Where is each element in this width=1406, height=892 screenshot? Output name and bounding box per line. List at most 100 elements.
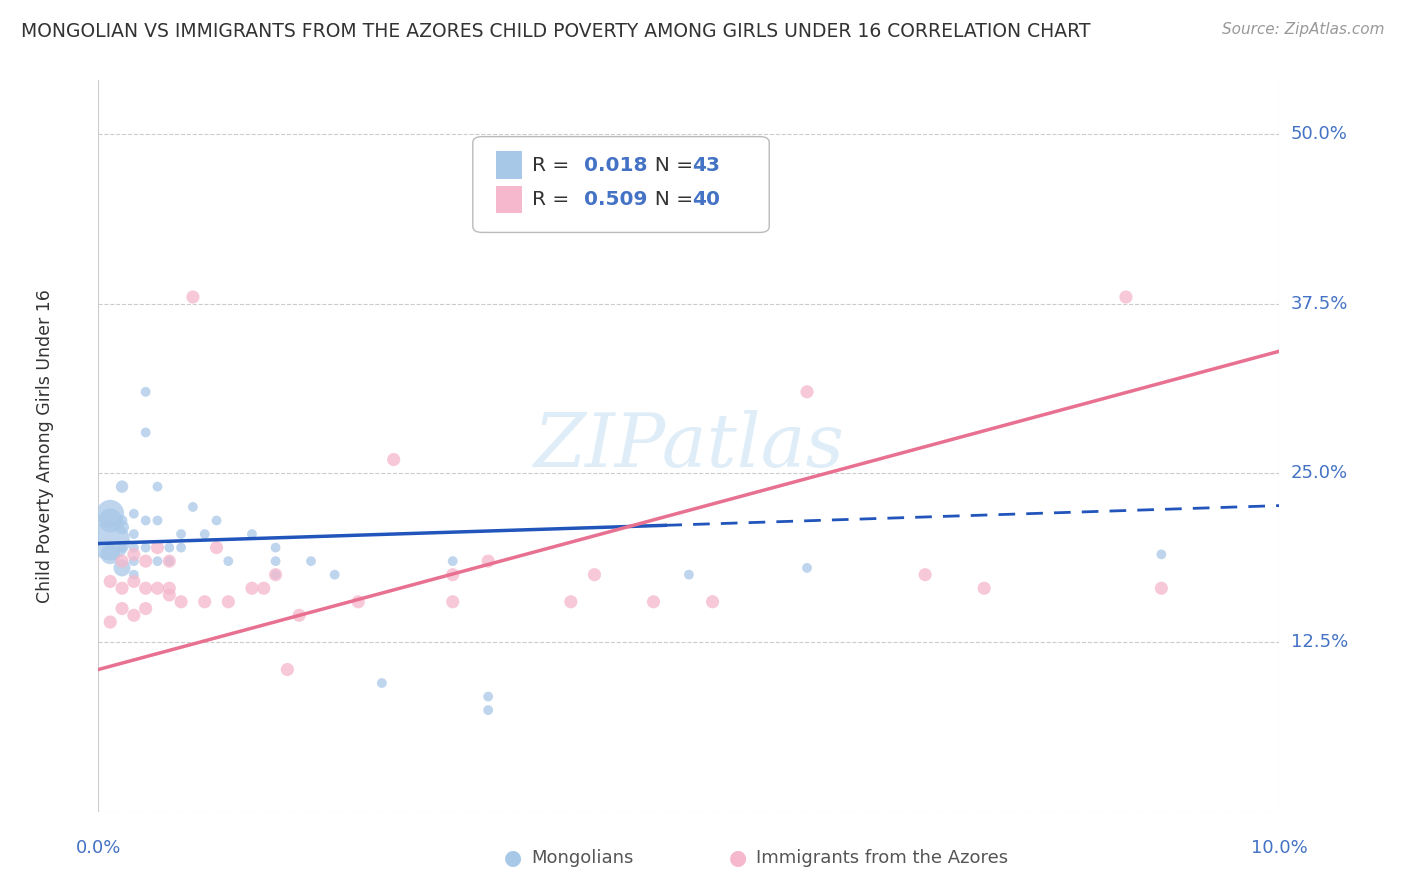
Point [170,595,193,609]
Point [678,567,700,582]
Point [441,567,464,582]
Point [323,567,346,582]
Point [477,703,499,717]
Point [347,595,370,609]
Point [737,168,759,182]
Point [157,588,180,602]
Point [583,567,606,582]
Point [122,554,145,568]
Point [253,581,276,595]
Point [217,554,239,568]
Point [122,507,145,521]
Point [146,480,169,494]
Point [98,533,121,548]
Text: 12.5%: 12.5% [1291,633,1348,651]
Point [205,541,228,555]
Point [98,615,121,629]
Point [135,425,157,440]
Point [111,541,134,555]
Point [477,690,499,704]
Point [240,527,263,541]
Point [1115,290,1137,304]
Point [122,567,145,582]
Point [135,601,157,615]
Point [135,554,157,568]
Point [98,514,121,528]
Point [111,520,134,534]
Point [135,384,157,399]
Text: 50.0%: 50.0% [1291,126,1347,144]
Point [796,384,818,399]
Point [146,581,169,595]
Point [441,554,464,568]
Point [98,574,121,589]
Point [122,608,145,623]
Point [382,452,405,467]
Text: Source: ZipAtlas.com: Source: ZipAtlas.com [1222,22,1385,37]
Point [111,581,134,595]
Point [146,541,169,555]
Point [643,595,665,609]
Point [157,554,180,568]
Text: Child Poverty Among Girls Under 16: Child Poverty Among Girls Under 16 [37,289,55,603]
Text: 0.0%: 0.0% [76,839,121,857]
Text: 37.5%: 37.5% [1291,294,1348,313]
Point [264,541,287,555]
Point [240,581,263,595]
Point [264,567,287,582]
Point [973,581,995,595]
Point [477,554,499,568]
Point [111,554,134,568]
Point [135,581,157,595]
Point [111,601,134,615]
Point [157,541,180,555]
Point [157,554,180,568]
Point [122,541,145,555]
Text: 10.0%: 10.0% [1251,839,1308,857]
Point [146,554,169,568]
Point [135,541,157,555]
Text: 43: 43 [693,155,720,175]
Point [914,567,936,582]
Text: N =: N = [641,190,699,209]
Point [702,595,724,609]
Point [122,574,145,589]
Point [170,541,193,555]
Point [1150,547,1173,561]
Text: MONGOLIAN VS IMMIGRANTS FROM THE AZORES CHILD POVERTY AMONG GIRLS UNDER 16 CORRE: MONGOLIAN VS IMMIGRANTS FROM THE AZORES … [21,22,1091,41]
Point [98,547,121,561]
Text: ●: ● [730,848,747,868]
Point [111,514,134,528]
Text: R =: R = [531,155,575,175]
Point [441,595,464,609]
Point [181,290,204,304]
Text: R =: R = [531,190,575,209]
Point [111,561,134,575]
Point [170,527,193,541]
Point [371,676,394,690]
Text: Mongolians: Mongolians [531,849,634,867]
Point [205,514,228,528]
Point [194,527,217,541]
Text: ●: ● [505,848,522,868]
Text: N =: N = [641,155,699,175]
Point [276,663,298,677]
Point [135,514,157,528]
Point [98,507,121,521]
Point [264,567,287,582]
Point [217,595,239,609]
FancyBboxPatch shape [496,186,523,213]
Point [181,500,204,514]
Text: ZIPatlas: ZIPatlas [533,409,845,483]
Point [796,561,818,575]
Point [194,595,217,609]
Point [264,554,287,568]
Point [122,547,145,561]
Point [111,480,134,494]
Point [288,608,311,623]
Point [146,514,169,528]
Text: 40: 40 [693,190,720,209]
Point [157,581,180,595]
Point [299,554,322,568]
Text: 0.509: 0.509 [583,190,647,209]
